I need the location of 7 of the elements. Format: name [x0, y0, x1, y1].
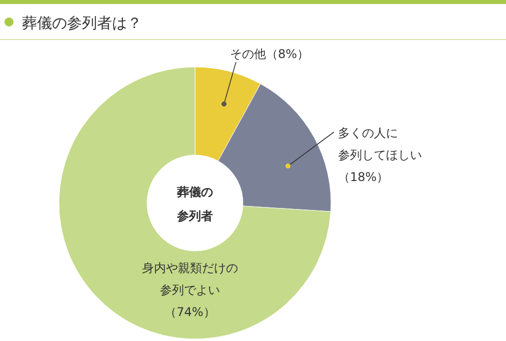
data-label: （74%）: [164, 305, 216, 319]
text: 葬儀の参列者: [176, 185, 213, 223]
slice-label: 身内や親類だけの参列でよい: [142, 261, 238, 297]
chart-title: 葬儀の参列者は？: [22, 14, 142, 32]
slice-label: 多くの人に参列してほしい: [338, 126, 422, 162]
slice-label: その他（8%）: [230, 47, 310, 61]
data-label: （18%）: [338, 170, 389, 184]
